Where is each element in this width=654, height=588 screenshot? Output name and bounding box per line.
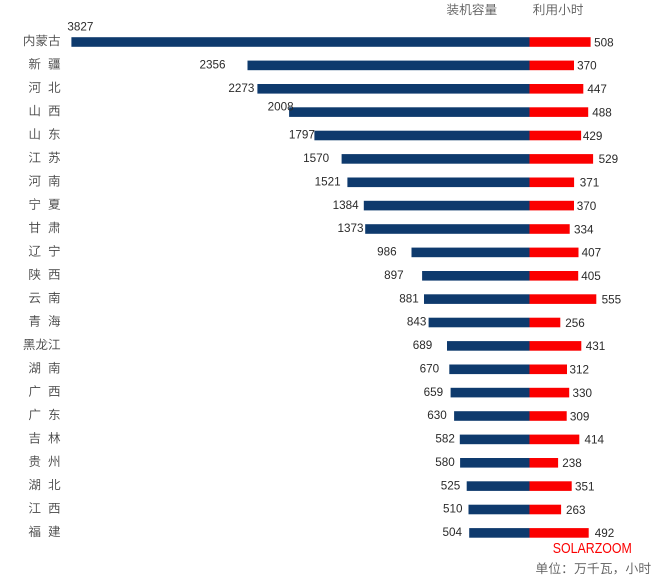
svg-text:370: 370	[577, 200, 597, 213]
svg-text:SOLARZOOM: SOLARZOOM	[553, 540, 632, 557]
svg-text:580: 580	[435, 456, 455, 469]
svg-text:407: 407	[582, 247, 602, 260]
svg-text:508: 508	[594, 36, 614, 49]
svg-text:1570: 1570	[303, 152, 330, 165]
svg-text:529: 529	[599, 153, 619, 166]
svg-text:555: 555	[602, 293, 622, 306]
svg-text:309: 309	[570, 410, 590, 423]
svg-text:689: 689	[413, 339, 433, 352]
svg-text:582: 582	[435, 433, 455, 446]
svg-text:238: 238	[562, 457, 582, 470]
svg-text:351: 351	[575, 480, 595, 493]
svg-text:897: 897	[384, 269, 404, 282]
svg-text:405: 405	[581, 270, 601, 283]
svg-text:1521: 1521	[315, 176, 341, 189]
svg-text:370: 370	[577, 60, 597, 73]
svg-text:525: 525	[441, 479, 461, 492]
svg-text:504: 504	[442, 526, 462, 539]
svg-text:510: 510	[443, 503, 463, 516]
svg-text:492: 492	[595, 527, 615, 540]
svg-text:2356: 2356	[199, 59, 225, 72]
svg-text:670: 670	[420, 363, 440, 376]
svg-text:843: 843	[407, 316, 427, 329]
svg-text:659: 659	[424, 386, 444, 399]
svg-text:2008: 2008	[268, 100, 294, 113]
svg-text:256: 256	[565, 317, 585, 330]
svg-text:263: 263	[566, 504, 586, 517]
svg-text:881: 881	[399, 292, 419, 305]
svg-text:1373: 1373	[337, 222, 363, 235]
svg-text:371: 371	[580, 177, 600, 190]
svg-text:431: 431	[586, 340, 606, 353]
svg-text:3827: 3827	[67, 21, 93, 34]
svg-text:334: 334	[574, 223, 594, 236]
svg-text:630: 630	[427, 409, 447, 422]
svg-text:330: 330	[573, 387, 593, 400]
svg-text:414: 414	[585, 434, 605, 447]
svg-text:312: 312	[570, 364, 590, 377]
svg-text:429: 429	[583, 130, 603, 143]
svg-text:1797: 1797	[289, 129, 315, 142]
svg-text:488: 488	[592, 106, 612, 119]
svg-text:986: 986	[377, 246, 397, 259]
svg-text:2273: 2273	[228, 82, 254, 95]
svg-text:1384: 1384	[333, 199, 360, 212]
svg-text:447: 447	[587, 83, 607, 96]
